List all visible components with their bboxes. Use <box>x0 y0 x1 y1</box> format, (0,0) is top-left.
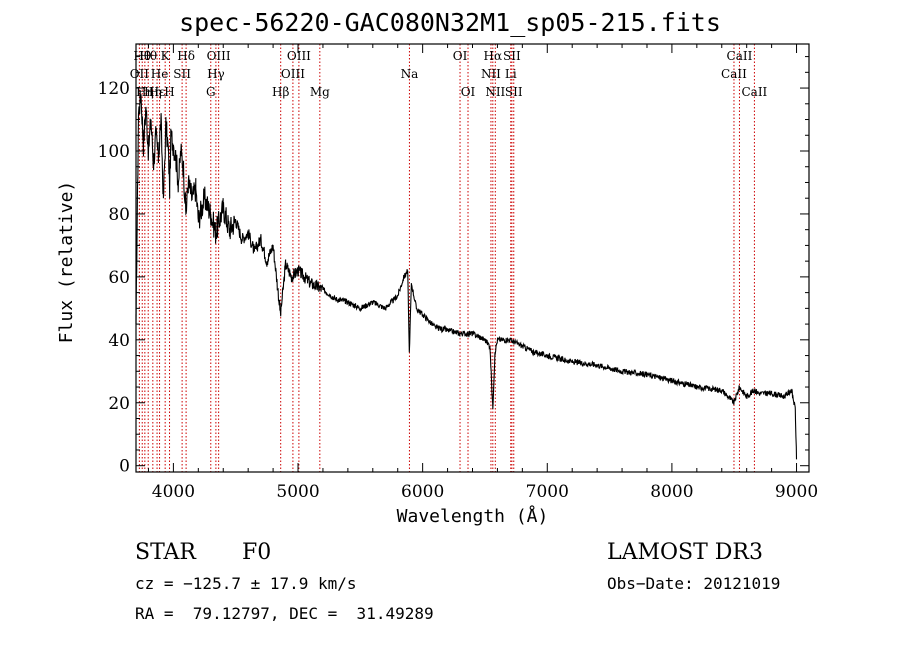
y-axis-label: Flux (relative) <box>56 181 77 344</box>
line-marker-label: OI <box>453 49 468 63</box>
line-marker-label: CaII <box>741 85 767 99</box>
line-marker-label: Hθ <box>139 49 157 63</box>
survey-name: LAMOST DR3 <box>607 540 763 565</box>
plot-frame <box>135 43 810 473</box>
line-marker-label: NII <box>481 67 501 81</box>
x-axis-ticks: 4000 5000 6000 7000 8000 9000 <box>147 44 818 502</box>
y-tick-label: 60 <box>108 268 130 288</box>
y-tick-label: 40 <box>108 331 130 351</box>
line-marker-label: He <box>151 67 169 81</box>
object-class: STAR <box>135 540 196 565</box>
line-marker-label: NII <box>485 85 505 99</box>
line-marker-label: G <box>206 85 216 99</box>
x-axis-label: Wavelength (Å) <box>397 505 549 527</box>
y-axis-ticks: 0 20 40 60 80 100 120 <box>98 56 809 477</box>
line-marker-labels: OIIHθHηHθHηHεHeKHSIIHδGHγOIIIHβOIIIOIIIM… <box>130 49 768 99</box>
line-marker-label: SII <box>505 85 523 99</box>
line-marker-label: Hα <box>484 49 503 63</box>
spectrum-line <box>135 89 798 460</box>
y-tick-label: 20 <box>108 394 130 414</box>
line-marker-label: Hη <box>144 85 162 99</box>
x-tick-label: 4000 <box>152 482 195 502</box>
line-marker-label: OIII <box>281 67 305 81</box>
line-marker-label: H <box>164 85 174 99</box>
line-marker-label: CaII <box>727 49 753 63</box>
line-marker-label: Hβ <box>272 85 289 99</box>
object-subclass: F0 <box>242 540 272 565</box>
line-marker-label: Na <box>401 67 419 81</box>
y-tick-label: 80 <box>108 205 130 225</box>
line-marker-label: Hγ <box>207 67 225 81</box>
x-tick-label: 8000 <box>650 482 693 502</box>
observation-date: Obs−Date: 20121019 <box>607 574 781 593</box>
line-marker-label: Hθ <box>133 49 151 63</box>
line-marker-label: OI <box>461 85 476 99</box>
line-marker-label: Mg <box>310 85 330 99</box>
x-tick-label: 6000 <box>401 482 444 502</box>
line-marker-label: K <box>161 49 171 63</box>
y-tick-label: 100 <box>98 142 130 162</box>
line-marker-label: Hε <box>149 85 166 99</box>
x-tick-label: 9000 <box>775 482 818 502</box>
chart-title: spec-56220-GAC080N32M1_sp05-215.fits <box>179 8 721 37</box>
line-marker-label: OII <box>130 67 150 81</box>
redshift-velocity: cz = −125.7 ± 17.9 km/s <box>135 574 357 593</box>
x-tick-label: 5000 <box>276 482 319 502</box>
line-marker-label: SII <box>503 49 521 63</box>
line-marker-label: OIII <box>287 49 311 63</box>
line-markers <box>138 44 755 472</box>
y-tick-label: 0 <box>119 457 130 477</box>
line-marker-label: Hδ <box>177 49 195 63</box>
coordinates: RA = 79.12797, DEC = 31.49289 <box>135 604 434 623</box>
y-tick-label: 120 <box>98 79 130 99</box>
line-marker-label: CaII <box>721 67 747 81</box>
line-marker-label: SII <box>173 67 191 81</box>
x-tick-label: 7000 <box>526 482 569 502</box>
line-marker-label: OIII <box>207 49 231 63</box>
line-marker-label: Li <box>505 67 517 81</box>
